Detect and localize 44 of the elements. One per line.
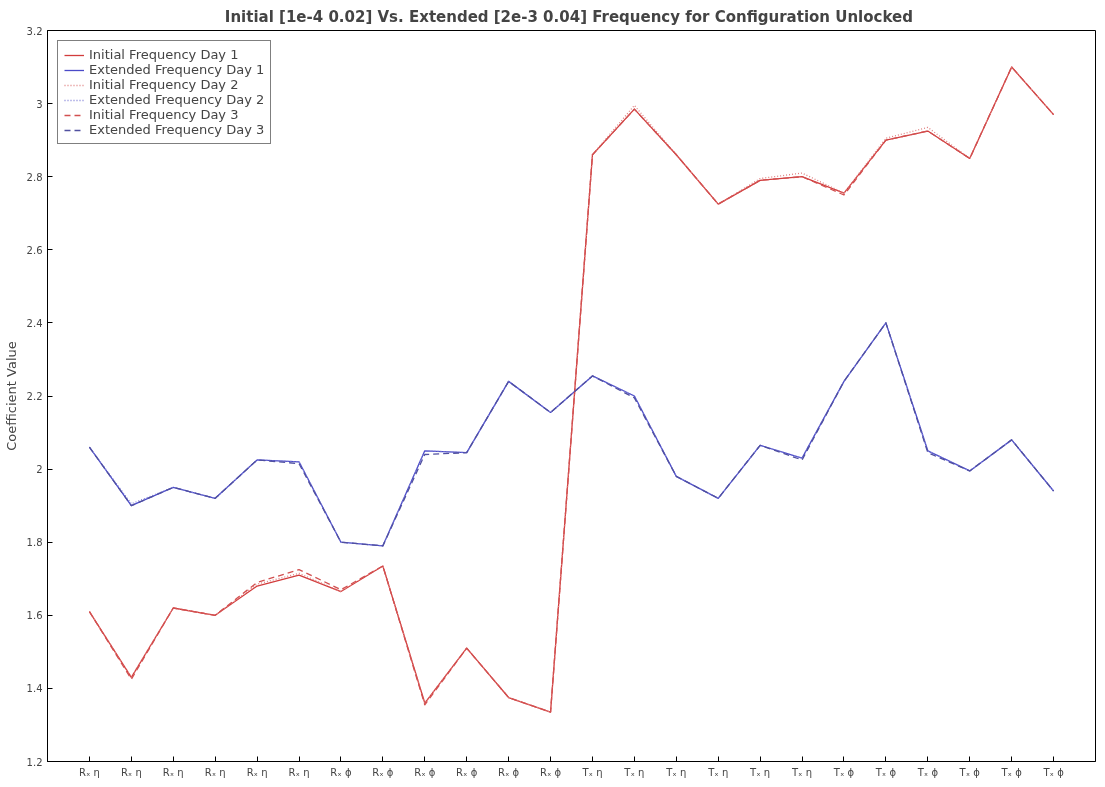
x-tick-label: Rₓ ϕ <box>330 766 352 778</box>
x-tick-label: Rₓ η <box>78 766 100 778</box>
x-tick-label: Tₓ η <box>749 766 771 778</box>
x-tick-label: Tₓ ϕ <box>874 766 897 778</box>
x-tick-label: Tₓ η <box>623 766 645 778</box>
x-tick-label: Tₓ ϕ <box>1000 766 1023 778</box>
y-axis-title: Coefficient Value <box>3 341 19 451</box>
legend-label: Initial Frequency Day 3 <box>89 107 239 122</box>
y-tick-label: 2.2 <box>26 391 43 402</box>
y-tick-label: 3 <box>36 98 43 110</box>
x-tick-label: Rₓ η <box>288 766 310 778</box>
y-tick-label: 1.2 <box>26 756 43 768</box>
x-tick-label: Rₓ η <box>162 766 184 778</box>
x-tick-label: Tₓ η <box>791 766 813 778</box>
y-tick-label: 3.2 <box>26 25 43 37</box>
x-tick-label: Rₓ ϕ <box>414 766 436 778</box>
x-tick-label: Tₓ η <box>581 766 603 778</box>
legend-label: Extended Frequency Day 3 <box>89 122 265 137</box>
y-tick-label: 1.4 <box>26 683 43 695</box>
y-tick-label: 2.4 <box>26 317 43 329</box>
x-tick-label: Tₓ ϕ <box>1042 766 1065 778</box>
y-tick-label: 2 <box>36 464 43 476</box>
x-tick-label: Rₓ η <box>120 766 142 778</box>
x-tick-label: Rₓ ϕ <box>372 766 394 778</box>
y-tick-label: 1.6 <box>26 610 43 622</box>
legend-label: Initial Frequency Day 2 <box>89 77 239 92</box>
legend-label: Extended Frequency Day 1 <box>89 62 265 77</box>
x-tick-label: Tₓ ϕ <box>916 766 939 778</box>
x-tick-label: Rₓ ϕ <box>456 766 478 778</box>
x-tick-label: Tₓ ϕ <box>958 766 981 778</box>
x-tick-label: Rₓ η <box>246 766 268 778</box>
chart-title: Initial [1e-4 0.02] Vs. Extended [2e-3 0.04] Frequency for Configuration Unlocked <box>224 7 913 26</box>
x-tick-label: Rₓ ϕ <box>539 766 562 778</box>
x-tick-label: Rₓ ϕ <box>498 766 520 778</box>
x-tick-label: Tₓ η <box>665 766 687 778</box>
x-tick-label: Tₓ η <box>707 766 729 778</box>
y-tick-label: 2.8 <box>26 171 43 183</box>
legend-label: Extended Frequency Day 2 <box>89 92 265 107</box>
x-tick-label: Rₓ η <box>204 766 226 778</box>
y-tick-label: 2.6 <box>26 244 43 256</box>
y-tick-label: 1.8 <box>26 537 43 549</box>
x-tick-label: Tₓ ϕ <box>832 766 855 778</box>
legend-label: Initial Frequency Day 1 <box>89 47 239 62</box>
line-series <box>88 322 1055 547</box>
